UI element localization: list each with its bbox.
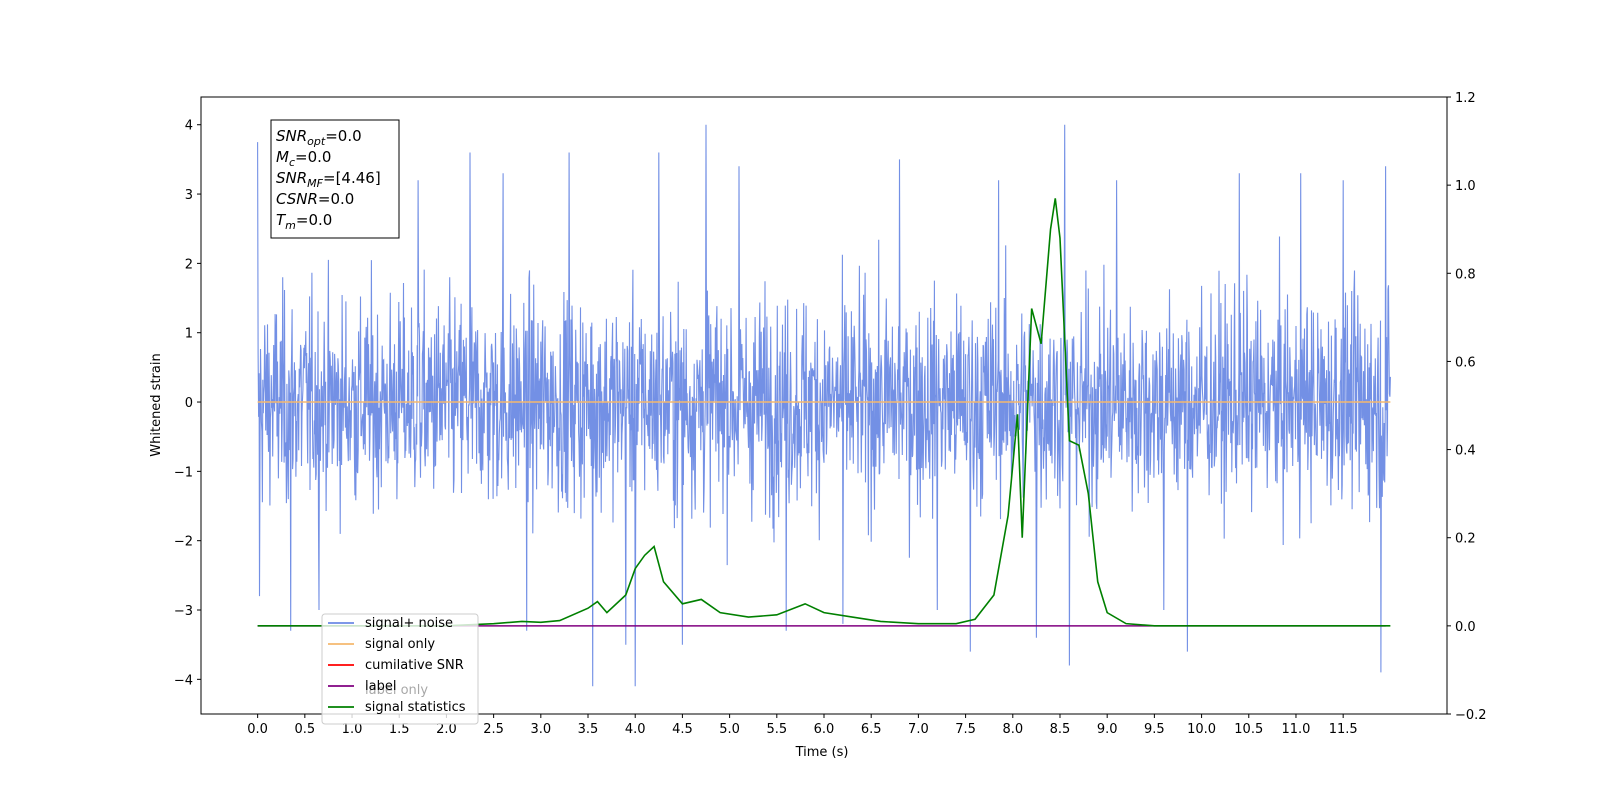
- y2-tick-label: 0.6: [1455, 355, 1476, 370]
- legend-label: signal only: [365, 637, 435, 652]
- y-tick-label: −3: [174, 604, 193, 619]
- legend-label: signal+ noise: [365, 616, 453, 631]
- y-tick-label: 3: [185, 188, 193, 203]
- x-tick-label: 5.0: [719, 722, 740, 737]
- legend-label: cumilative SNR: [365, 658, 464, 673]
- x-tick-label: 0.5: [294, 722, 315, 737]
- x-tick-label: 9.5: [1144, 722, 1165, 737]
- x-tick-label: 3.5: [578, 722, 599, 737]
- y-axis-right: −0.2 0.0 0.2 0.4 0.6 0.8 1.0 1.2: [1447, 91, 1487, 723]
- annotation-line: Tm=0.0: [276, 211, 332, 232]
- y2-tick-label: 0.2: [1455, 532, 1476, 547]
- x-tick-label: 11.5: [1329, 722, 1358, 737]
- y-tick-label: 2: [185, 257, 193, 272]
- y-axis-label: Whitened strain: [149, 353, 164, 456]
- series-signal-noise-line: [257, 124, 1391, 687]
- y-tick-label: 4: [185, 119, 193, 134]
- x-tick-label: 10.5: [1234, 722, 1263, 737]
- x-tick-label: 2.0: [436, 722, 457, 737]
- y-tick-label: −2: [174, 535, 193, 550]
- y2-tick-label: 0.8: [1455, 267, 1476, 282]
- x-tick-label: 2.5: [483, 722, 504, 737]
- x-tick-label: 8.0: [1002, 722, 1023, 737]
- x-tick-label: 4.0: [625, 722, 646, 737]
- hidden-legend-text: label only: [365, 683, 428, 698]
- x-tick-label: 9.0: [1097, 722, 1118, 737]
- annotation-line: Mc=0.0: [276, 148, 331, 169]
- y-tick-label: −4: [174, 673, 193, 688]
- series-layer: [257, 124, 1391, 687]
- x-tick-label: 0.0: [247, 722, 268, 737]
- x-tick-label: 1.5: [389, 722, 410, 737]
- y2-tick-label: −0.2: [1455, 708, 1487, 723]
- series-signal-statistics-line: [257, 198, 1391, 627]
- annotation-line: SNRopt=0.0: [276, 127, 362, 148]
- x-tick-label: 10.0: [1187, 722, 1216, 737]
- legend: signal+ noise signal only cumilative SNR la…: [321, 613, 479, 725]
- x-tick-label: 3.0: [530, 722, 551, 737]
- annotation-line: SNRMF=[4.46]: [276, 169, 381, 190]
- y-tick-label: −1: [174, 465, 193, 480]
- x-tick-label: 6.5: [861, 722, 882, 737]
- x-axis-label: Time (s): [795, 745, 849, 760]
- x-tick-label: 6.0: [814, 722, 835, 737]
- y2-tick-label: 1.2: [1455, 91, 1476, 106]
- x-axis: 0.0 0.5 1.0 1.5 2.0 2.5 3.0 3.5 4.0 4.5 5.0 5.5 6.0 6…: [247, 714, 1358, 737]
- x-tick-label: 1.0: [342, 722, 363, 737]
- y2-tick-label: 0.0: [1455, 620, 1476, 635]
- x-tick-label: 4.5: [672, 722, 693, 737]
- y2-tick-label: 1.0: [1455, 179, 1476, 194]
- annotation-line: CSNR=0.0: [276, 190, 354, 208]
- y2-tick-label: 0.4: [1455, 444, 1476, 459]
- y-tick-label: 0: [185, 396, 193, 411]
- y-axis-left: −4 −3 −2 −1 0 1 2 3 4: [174, 119, 201, 688]
- legend-label: signal statistics: [365, 700, 466, 715]
- x-tick-label: 7.0: [908, 722, 929, 737]
- y-tick-label: 1: [185, 327, 193, 342]
- legend-label: label: [365, 679, 396, 694]
- x-tick-label: 11.0: [1281, 722, 1310, 737]
- x-tick-label: 8.5: [1050, 722, 1071, 737]
- x-tick-label: 7.5: [955, 722, 976, 737]
- x-tick-label: 5.5: [766, 722, 787, 737]
